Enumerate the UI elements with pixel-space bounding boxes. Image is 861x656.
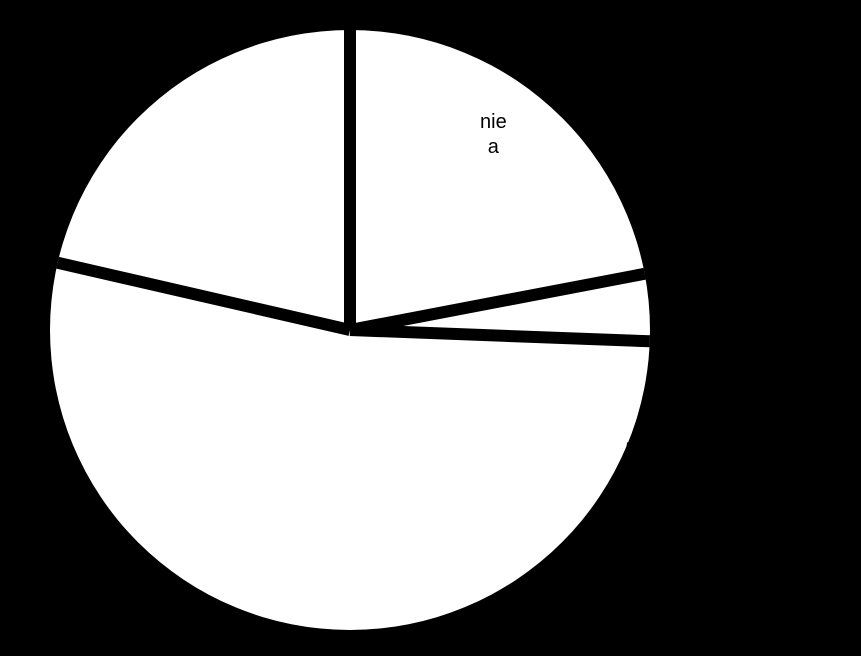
pie-chart-svg: [0, 0, 861, 656]
slice-label-sliceB: Direi un'altra cosa: 3,6%: [600, 560, 712, 635]
slice-label-sliceA: nie a: [480, 110, 507, 160]
pie-chart-container: nie a Direi un'altra cosa: 3,6%: [0, 0, 861, 656]
